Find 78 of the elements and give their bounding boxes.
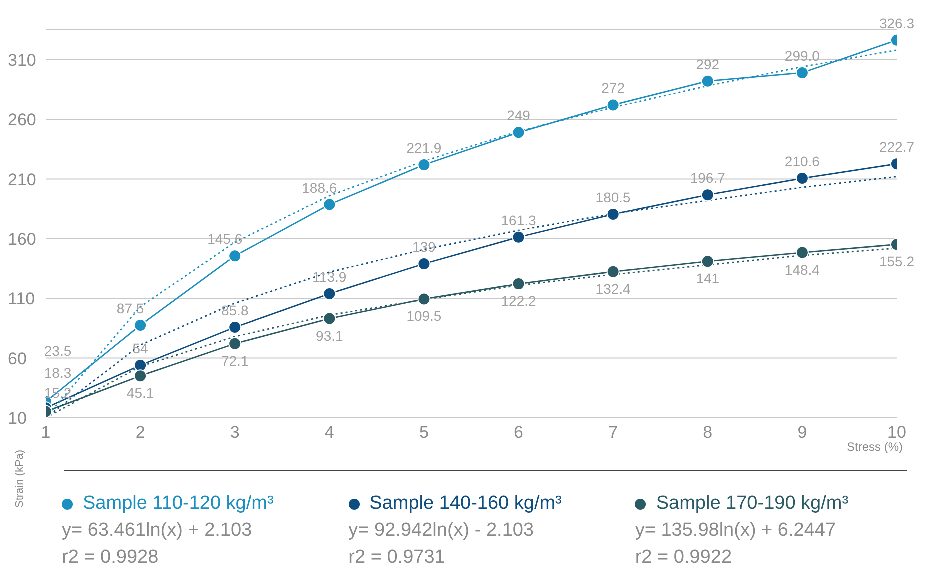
data-label: 155.2 [879,254,915,270]
x-tick-label: 4 [324,423,334,442]
x-axis-title: Stress (%) [846,440,903,454]
point [796,246,809,260]
x-tick-label: 9 [798,423,808,442]
data-label: 93.1 [316,328,344,344]
point [134,318,148,332]
point [701,255,714,268]
point [796,66,809,80]
y-tick-label: 310 [8,50,36,70]
data-label: 221.9 [406,140,442,156]
y-axis-title: Strain (kPa) [14,450,26,508]
point [134,358,148,372]
data-label: 196.7 [690,170,726,186]
data-label: 113.9 [312,268,347,285]
data-label: 161.3 [501,212,536,228]
x-tick-label: 1 [41,423,51,442]
data-label: 132.4 [596,280,632,297]
data-label: 45.1 [126,385,154,402]
x-tick-label: 5 [419,423,429,442]
point [606,98,620,112]
y-tick-label: 110 [8,290,36,309]
y-tick-label: 160 [8,230,36,249]
text: y= 135.98ln(x) + 6.2447 r2 = 0.9922 [635,519,838,570]
data-label: 326.3 [879,15,915,32]
text: y= 92.942ln(x) - 2.103 r2 = 0.9731 [348,519,536,570]
x-tick-label: 10 [888,423,906,442]
point [512,126,526,140]
data-label: 85.8 [221,302,249,319]
data-label: 148.4 [784,262,820,278]
data-label: 18.3 [44,365,72,382]
point [134,370,148,383]
x-tick-label: 6 [514,423,524,442]
point [228,250,242,263]
data-label: 87.5 [116,300,144,316]
y-tick-label: 260 [8,110,36,130]
text: y= 63.461ln(x) + 2.103 r2 = 0.9928 [62,519,254,570]
legend-label: Sample 110-120 kg/m³ [83,493,274,515]
data-label: 272 [602,80,626,96]
data-label: 145.6 [208,231,243,248]
x-tick-label: 2 [136,423,146,442]
point [323,287,336,300]
x-tick-label: 3 [230,423,240,442]
x-tick-label: 8 [703,423,713,442]
point [418,257,431,270]
point [512,278,526,291]
point [418,292,431,306]
point [512,230,526,244]
point [228,337,242,350]
point [701,188,714,202]
data-label: 141 [696,270,720,287]
data-label: 188.6 [302,180,338,196]
point [228,321,242,334]
point [323,198,336,212]
legend-label: Sample 170-190 kg/m³ [656,493,849,515]
y-tick-label: 10 [8,409,27,428]
data-label: 23.5 [44,342,72,359]
data-label: 299.0 [784,48,820,64]
point [796,172,809,186]
x-tick-label: 7 [608,423,618,442]
data-label: 249 [507,108,531,124]
data-label: 122.2 [501,293,536,310]
data-label: 54 [132,340,149,356]
legend-label: Sample 140-160 kg/m³ [370,493,562,515]
point [606,208,620,221]
data-label: 210.6 [784,154,820,170]
data-label: 180.5 [596,189,632,206]
data-label: 292 [696,56,720,72]
data-label: 139 [412,238,436,255]
point [323,312,336,326]
data-label: 109.5 [406,308,442,324]
y-tick-label: 60 [8,349,27,368]
data-label: 72.1 [221,352,249,369]
point [701,74,714,88]
data-label: 222.7 [879,139,915,156]
point [418,158,431,172]
y-tick-label: 210 [8,170,36,190]
point [606,265,620,278]
